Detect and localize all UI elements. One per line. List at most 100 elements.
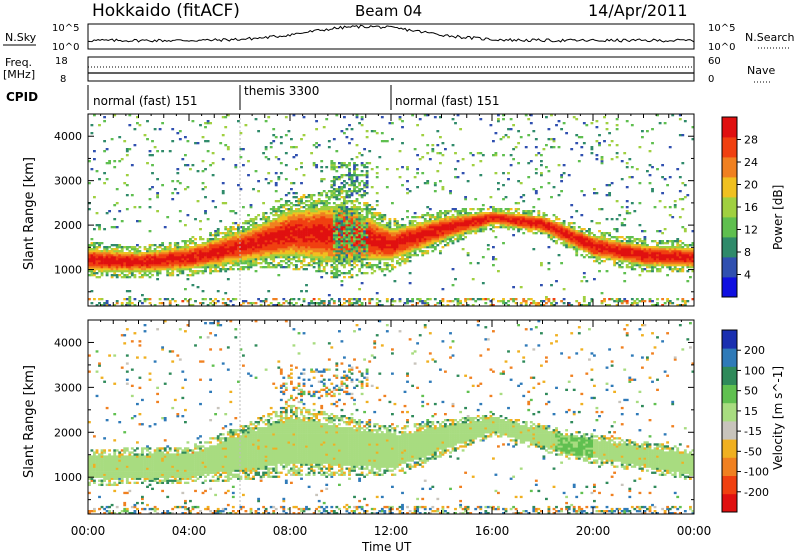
echo-cell	[320, 222, 324, 225]
echo-cell	[325, 248, 329, 251]
echo-cell	[540, 222, 543, 225]
echo-cell	[383, 246, 387, 249]
echo-cell	[264, 246, 268, 249]
echo-cell	[237, 234, 240, 237]
echo-cell	[226, 256, 230, 259]
echo-cell	[416, 238, 420, 241]
echo-cell	[242, 228, 245, 231]
echo-cell	[161, 122, 165, 125]
echo-cell	[481, 218, 485, 221]
echo-cell	[320, 216, 324, 219]
echo-cell	[287, 238, 291, 241]
echo-cell	[398, 252, 402, 255]
echo-cell	[575, 236, 579, 239]
echo-cell	[391, 254, 394, 257]
echo-cell	[469, 232, 473, 235]
echo-cell	[464, 298, 468, 301]
echo-cell	[297, 242, 301, 245]
echo-cell	[353, 266, 356, 269]
echo-cell	[353, 254, 356, 257]
echo-cell	[350, 230, 354, 233]
echo-cell	[608, 244, 612, 247]
echo-cell	[290, 252, 293, 255]
echo-cell	[171, 252, 175, 255]
echo-cell	[168, 262, 172, 265]
nave-label: Nave	[747, 64, 775, 77]
echo-cell	[237, 224, 240, 227]
echo-cell	[214, 258, 218, 261]
echo-cell	[464, 198, 468, 201]
echo-cell	[267, 158, 271, 161]
echo-cell	[211, 256, 215, 259]
echo-cell	[264, 156, 268, 159]
echo-cell	[353, 224, 356, 227]
echo-cell	[110, 276, 114, 279]
echo-cell	[156, 278, 160, 281]
echo-cell	[426, 244, 430, 247]
echo-cell	[343, 264, 346, 267]
echo-cell	[332, 180, 336, 183]
echo-cell	[418, 236, 422, 239]
echo-cell	[459, 214, 463, 217]
echo-cell	[295, 192, 298, 195]
echo-cell	[338, 194, 341, 197]
echo-cell	[512, 214, 516, 217]
echo-cell	[464, 216, 468, 219]
echo-cell	[176, 268, 180, 271]
echo-cell	[191, 266, 195, 269]
echo-cell	[332, 192, 336, 195]
echo-cell	[176, 250, 180, 253]
echo-cell	[242, 266, 245, 269]
echo-cell	[572, 242, 576, 245]
echo-cell	[391, 264, 394, 267]
echo-cell	[431, 226, 435, 229]
echo-cell	[229, 266, 233, 269]
echo-cell	[393, 236, 397, 239]
echo-cell	[355, 114, 359, 117]
echo-cell	[312, 204, 316, 207]
echo-cell	[148, 254, 152, 257]
echo-cell	[110, 244, 114, 247]
echo-cell	[398, 264, 402, 267]
echo-cell	[189, 248, 192, 251]
echo-cell	[249, 224, 253, 227]
echo-cell	[128, 256, 132, 259]
echo-cell	[423, 226, 427, 229]
echo-cell	[123, 264, 127, 267]
echo-cell	[343, 216, 346, 219]
echo-cell	[181, 270, 185, 273]
echo-cell	[348, 178, 351, 181]
echo-cell	[340, 174, 344, 177]
echo-cell	[282, 214, 286, 217]
echo-cell	[431, 236, 435, 239]
echo-cell	[133, 266, 137, 269]
echo-cell	[418, 230, 422, 233]
echo-cell	[312, 260, 316, 263]
echo-cell	[292, 268, 296, 271]
echo-cell	[373, 256, 377, 259]
echo-cell	[590, 236, 594, 239]
echo-cell	[396, 236, 399, 239]
echo-cell	[264, 244, 268, 247]
echo-cell	[249, 234, 253, 237]
echo-cell	[582, 232, 586, 235]
echo-cell	[519, 228, 523, 231]
echo-cell	[279, 198, 283, 201]
echo-cell	[466, 232, 470, 235]
echo-cell	[396, 250, 399, 253]
echo-cell	[519, 222, 523, 225]
echo-cell	[413, 226, 417, 229]
echo-cell	[332, 226, 336, 229]
echo-cell	[454, 122, 457, 125]
echo-cell	[320, 300, 324, 303]
echo-cell	[365, 234, 369, 237]
echo-cell	[272, 134, 276, 137]
echo-cell	[565, 228, 569, 231]
echo-cell	[191, 246, 195, 249]
echo-cell	[88, 298, 91, 301]
echo-cell	[125, 258, 129, 261]
echo-cell	[279, 228, 283, 231]
echo-cell	[360, 242, 364, 245]
echo-cell	[391, 300, 394, 303]
echo-cell	[582, 272, 586, 275]
